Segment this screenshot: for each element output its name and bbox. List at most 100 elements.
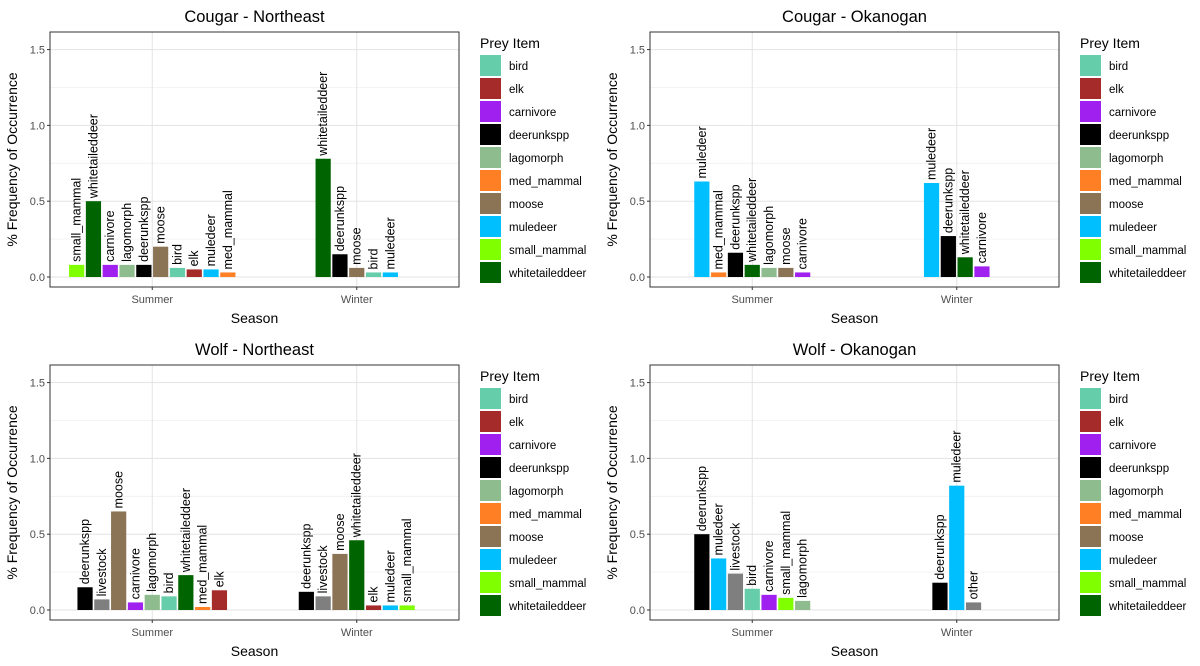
- bar-label: whitetaileddeer: [745, 178, 759, 263]
- chart-title: Cougar - Northeast: [184, 8, 325, 26]
- bar-label: bird: [367, 249, 381, 270]
- bar-other: [965, 602, 982, 610]
- bar-label: carnivore: [762, 540, 776, 591]
- plot-border: [649, 31, 1060, 288]
- legend-swatch-elk: [480, 411, 501, 432]
- bar-label: moose: [350, 227, 364, 265]
- legend-label: bird: [509, 394, 528, 406]
- bar-label: lagomorph: [120, 203, 134, 262]
- legend-swatch-elk: [1080, 78, 1101, 99]
- legend-title: Prey Item: [1080, 35, 1140, 51]
- bar-label: livestock: [316, 545, 330, 594]
- bar-deerunkspp: [727, 252, 744, 277]
- legend-swatch-med_mammal: [1080, 170, 1101, 191]
- bar-label: med_mammal: [712, 190, 726, 269]
- x-tick-label: Winter: [941, 294, 973, 306]
- y-axis-title: % Frequency of Occurrence: [4, 72, 20, 247]
- bar-label: deerunkspp: [695, 466, 709, 531]
- bar-moose: [349, 267, 365, 277]
- y-tick-label: 0.0: [630, 272, 645, 284]
- x-axis-title: Season: [831, 643, 878, 659]
- plot-border: [49, 31, 460, 288]
- bar-label: whitetaileddeer: [316, 72, 330, 157]
- bar-label: small_mammal: [400, 518, 414, 602]
- legend-label: carnivore: [1109, 440, 1156, 452]
- legend-swatch-carnivore: [480, 101, 501, 122]
- legend-label: med_mammal: [509, 176, 582, 188]
- legend-label: deerunkspp: [509, 463, 569, 475]
- bar-carnivore: [102, 264, 118, 277]
- legend-swatch-muledeer: [480, 216, 501, 237]
- bar-small_mammal: [69, 264, 85, 277]
- legend-label: elk: [1109, 417, 1124, 429]
- bar-bird: [744, 588, 760, 610]
- legend-swatch-lagomorph: [1080, 147, 1101, 168]
- legend-label: carnivore: [509, 107, 556, 119]
- bar-elk: [186, 269, 202, 277]
- y-tick-label: 0.0: [630, 605, 645, 617]
- legend: Prey Item bird elk carnivore deerunkspp lagom…: [480, 368, 587, 616]
- bar-livestock: [727, 573, 744, 610]
- legend-swatch-moose: [1080, 526, 1101, 547]
- chart-title: Cougar - Okanogan: [782, 8, 927, 26]
- legend-label: muledeer: [1109, 222, 1157, 234]
- legend-title: Prey Item: [1080, 368, 1140, 384]
- bar-livestock: [94, 599, 110, 610]
- legend-label: lagomorph: [1109, 486, 1163, 498]
- bar-med_mammal: [195, 606, 211, 610]
- legend-swatch-small_mammal: [1080, 572, 1101, 593]
- legend-label: moose: [509, 199, 544, 211]
- legend-swatch-deerunkspp: [480, 457, 501, 478]
- bar-label: lagomorph: [796, 539, 810, 598]
- y-tick-label: 1.5: [630, 378, 645, 390]
- bar-label: carnivore: [128, 548, 142, 599]
- bar-label: small_mammal: [779, 511, 793, 595]
- bar-muledeer: [923, 183, 940, 277]
- bar-bird: [169, 267, 186, 277]
- legend-swatch-carnivore: [1080, 434, 1101, 455]
- legend-label: med_mammal: [1109, 176, 1182, 188]
- legend-swatch-lagomorph: [1080, 480, 1101, 501]
- x-tick-label: Summer: [731, 627, 773, 639]
- legend-swatch-deerunkspp: [1080, 457, 1101, 478]
- legend-label: lagomorph: [509, 486, 563, 498]
- bar-moose: [332, 553, 348, 610]
- bar-carnivore: [127, 602, 144, 610]
- y-tick-label: 0.5: [30, 196, 45, 208]
- bar-label: other: [967, 571, 981, 600]
- legend-label: bird: [1109, 61, 1128, 73]
- plot-area: [50, 32, 459, 287]
- x-tick-label: Winter: [341, 294, 373, 306]
- bar-label: bird: [162, 572, 176, 593]
- legend-label: carnivore: [509, 440, 556, 452]
- bar-label: muledeer: [383, 550, 397, 602]
- bar-deerunkspp: [940, 236, 956, 277]
- bar-whitetaileddeer: [957, 257, 973, 277]
- legend-swatch-small_mammal: [480, 572, 501, 593]
- bar-whitetaileddeer: [349, 540, 365, 610]
- bar-whitetaileddeer: [315, 158, 331, 277]
- bar-elk: [365, 605, 382, 610]
- plot-border: [649, 364, 1060, 621]
- y-axis-title: % Frequency of Occurrence: [604, 72, 620, 247]
- bar-muledeer: [382, 605, 398, 610]
- legend-swatch-med_mammal: [480, 170, 501, 191]
- bar-label: livestock: [95, 548, 109, 597]
- bar-deerunkspp: [77, 587, 93, 610]
- x-axis-title: Season: [231, 310, 278, 326]
- legend-label: deerunkspp: [509, 130, 569, 142]
- legend-label: small_mammal: [509, 245, 586, 257]
- x-tick-label: Summer: [131, 627, 173, 639]
- bar-label: deerunkspp: [933, 514, 947, 579]
- bar-muledeer: [711, 558, 727, 610]
- legend-swatch-muledeer: [480, 549, 501, 570]
- bar-label: deerunkspp: [299, 523, 313, 588]
- y-tick-label: 1.0: [30, 453, 45, 465]
- bar-moose: [153, 246, 169, 277]
- bar-label: carnivore: [103, 210, 117, 261]
- y-tick-label: 0.5: [30, 529, 45, 541]
- y-tick-label: 0.5: [630, 529, 645, 541]
